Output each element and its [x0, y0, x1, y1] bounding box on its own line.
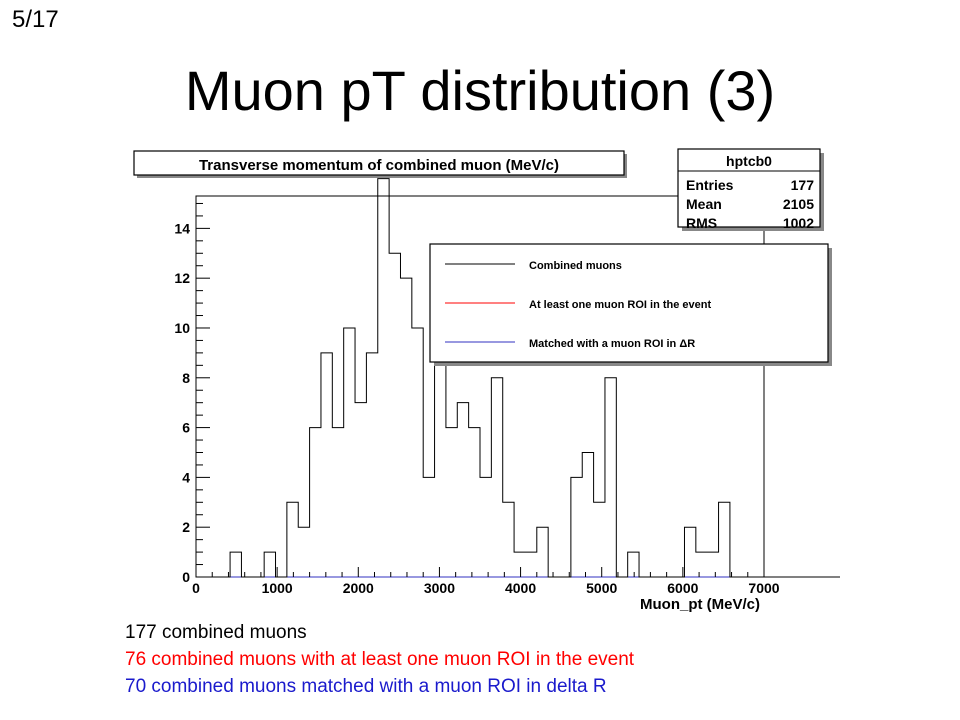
legend: Combined muons At least one muon ROI in t… [429, 243, 832, 366]
note-delta-r: 70 combined muons matched with a muon RO… [125, 676, 607, 697]
x-tick-label: 3000 [424, 580, 455, 596]
x-tick-label: 4000 [505, 580, 536, 596]
legend-label: At least one muon ROI in the event [529, 299, 711, 311]
legend-label: Matched with a muon ROI in ΔR [529, 338, 695, 350]
y-tick-label: 10 [174, 320, 190, 336]
histogram-chart: Transverse momentum of combined muon (Me… [133, 148, 840, 613]
slide-title: Muon pT distribution (3) [184, 59, 776, 122]
y-tick-label: 14 [174, 220, 190, 236]
chart-title-box: Transverse momentum of combined muon (Me… [133, 150, 627, 178]
stats-label: RMS [686, 215, 717, 231]
y-tick-label: 4 [182, 469, 190, 485]
stats-box: hptcb0 Entries 177 Mean 2105 RMS 1002 [677, 148, 824, 231]
y-tick-label: 8 [182, 370, 190, 386]
chart-title: Transverse momentum of combined muon (Me… [199, 157, 559, 174]
stats-label: Entries [686, 177, 734, 193]
x-tick-label: 7000 [748, 580, 779, 596]
x-tick-label: 1000 [262, 580, 293, 596]
histogram-bars [196, 178, 840, 578]
x-axis-label: Muon_pt (MeV/c) [640, 596, 760, 613]
x-tick-label: 2000 [343, 580, 374, 596]
stats-value: 177 [791, 177, 815, 193]
page-number: 5/17 [12, 6, 59, 33]
summary-notes: 177 combined muons 76 combined muons wit… [125, 619, 634, 700]
stats-value: 2105 [783, 196, 814, 212]
note-roi-event: 76 combined muons with at least one muon… [125, 649, 635, 670]
stats-value: 1002 [783, 215, 814, 231]
note-combined: 177 combined muons [125, 622, 307, 643]
y-tick-label: 6 [182, 420, 190, 436]
stats-label: Mean [686, 196, 722, 212]
series-line-combined [196, 178, 840, 578]
x-tick-label: 6000 [667, 580, 698, 596]
y-tick-label: 0 [182, 569, 190, 585]
stats-box-name: hptcb0 [726, 153, 772, 169]
legend-label: Combined muons [529, 260, 622, 272]
x-tick-label: 5000 [586, 580, 617, 596]
axes: 0 1000 2000 3000 4000 5000 6000 7000 0 2 4 6 8 10 12 14 [174, 202, 780, 596]
x-tick-label: 0 [192, 580, 200, 596]
y-tick-label: 12 [174, 270, 190, 286]
y-tick-label: 2 [182, 519, 190, 535]
